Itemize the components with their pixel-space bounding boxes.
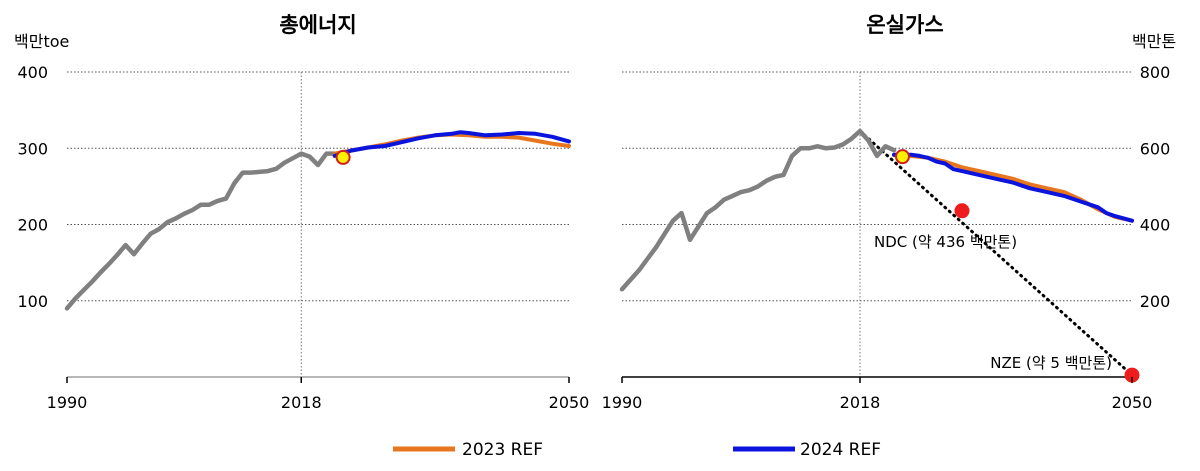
energy-y-unit: 백만toe <box>14 32 69 51</box>
energy-x-tick-2050: 2050 <box>549 393 590 412</box>
ghg-y-tick-400: 400 <box>1140 216 1171 235</box>
ghg-series-history <box>619 128 897 292</box>
ghg-y-tick-800: 800 <box>1140 63 1171 82</box>
ghg-x-tick-2018: 2018 <box>840 393 881 412</box>
ghg-series-2024-ref <box>892 152 1134 223</box>
ghg-y-tick-600: 600 <box>1140 139 1171 158</box>
energy-series-2024-ref <box>332 130 571 158</box>
ghg-annotation-nze: NZE (약 5 백만톤) <box>990 354 1112 372</box>
energy-x-tick-2018: 2018 <box>281 393 322 412</box>
ghg-x-tick-1990: 1990 <box>602 393 643 412</box>
legend-label-2023-ref: 2023 REF <box>462 440 543 460</box>
ghg-nze-pathway-line <box>858 129 1134 377</box>
ghg-x-tick-2050: 2050 <box>1112 393 1153 412</box>
ghg-y-unit: 백만톤 <box>1132 32 1176 51</box>
ghg-y-tick-200: 200 <box>1140 292 1171 311</box>
ghg-chart-panel: 온실가스 백만톤 NDC (약 436 백만톤) NZE (약 5 백만톤) 19… <box>602 13 1177 412</box>
energy-y-tick-200: 200 <box>17 216 48 235</box>
ghg-annotation-ndc: NDC (약 436 백만톤) <box>874 233 1017 251</box>
energy-y-tick-400: 400 <box>17 63 48 82</box>
energy-series-history <box>64 151 337 311</box>
energy-y-tick-300: 300 <box>17 139 48 158</box>
legend: 2023 REF 2024 REF <box>393 440 881 460</box>
ghg-marker-start-0 <box>895 149 910 165</box>
ghg-series-2023-ref <box>892 153 1134 223</box>
energy-x-tick-1990: 1990 <box>47 393 88 412</box>
energy-chart-title: 총에너지 <box>279 13 356 37</box>
ghg-chart-title: 온실가스 <box>866 13 943 37</box>
legend-label-2024-ref: 2024 REF <box>800 440 881 460</box>
energy-y-tick-100: 100 <box>17 292 48 311</box>
ghg-marker-ndc <box>954 203 970 219</box>
energy-marker-start-0 <box>335 149 351 165</box>
energy-series-2023-ref <box>332 132 571 156</box>
energy-chart-panel: 총에너지 백만toe 1990 2018 2050 100 200 300 400 <box>14 13 589 412</box>
